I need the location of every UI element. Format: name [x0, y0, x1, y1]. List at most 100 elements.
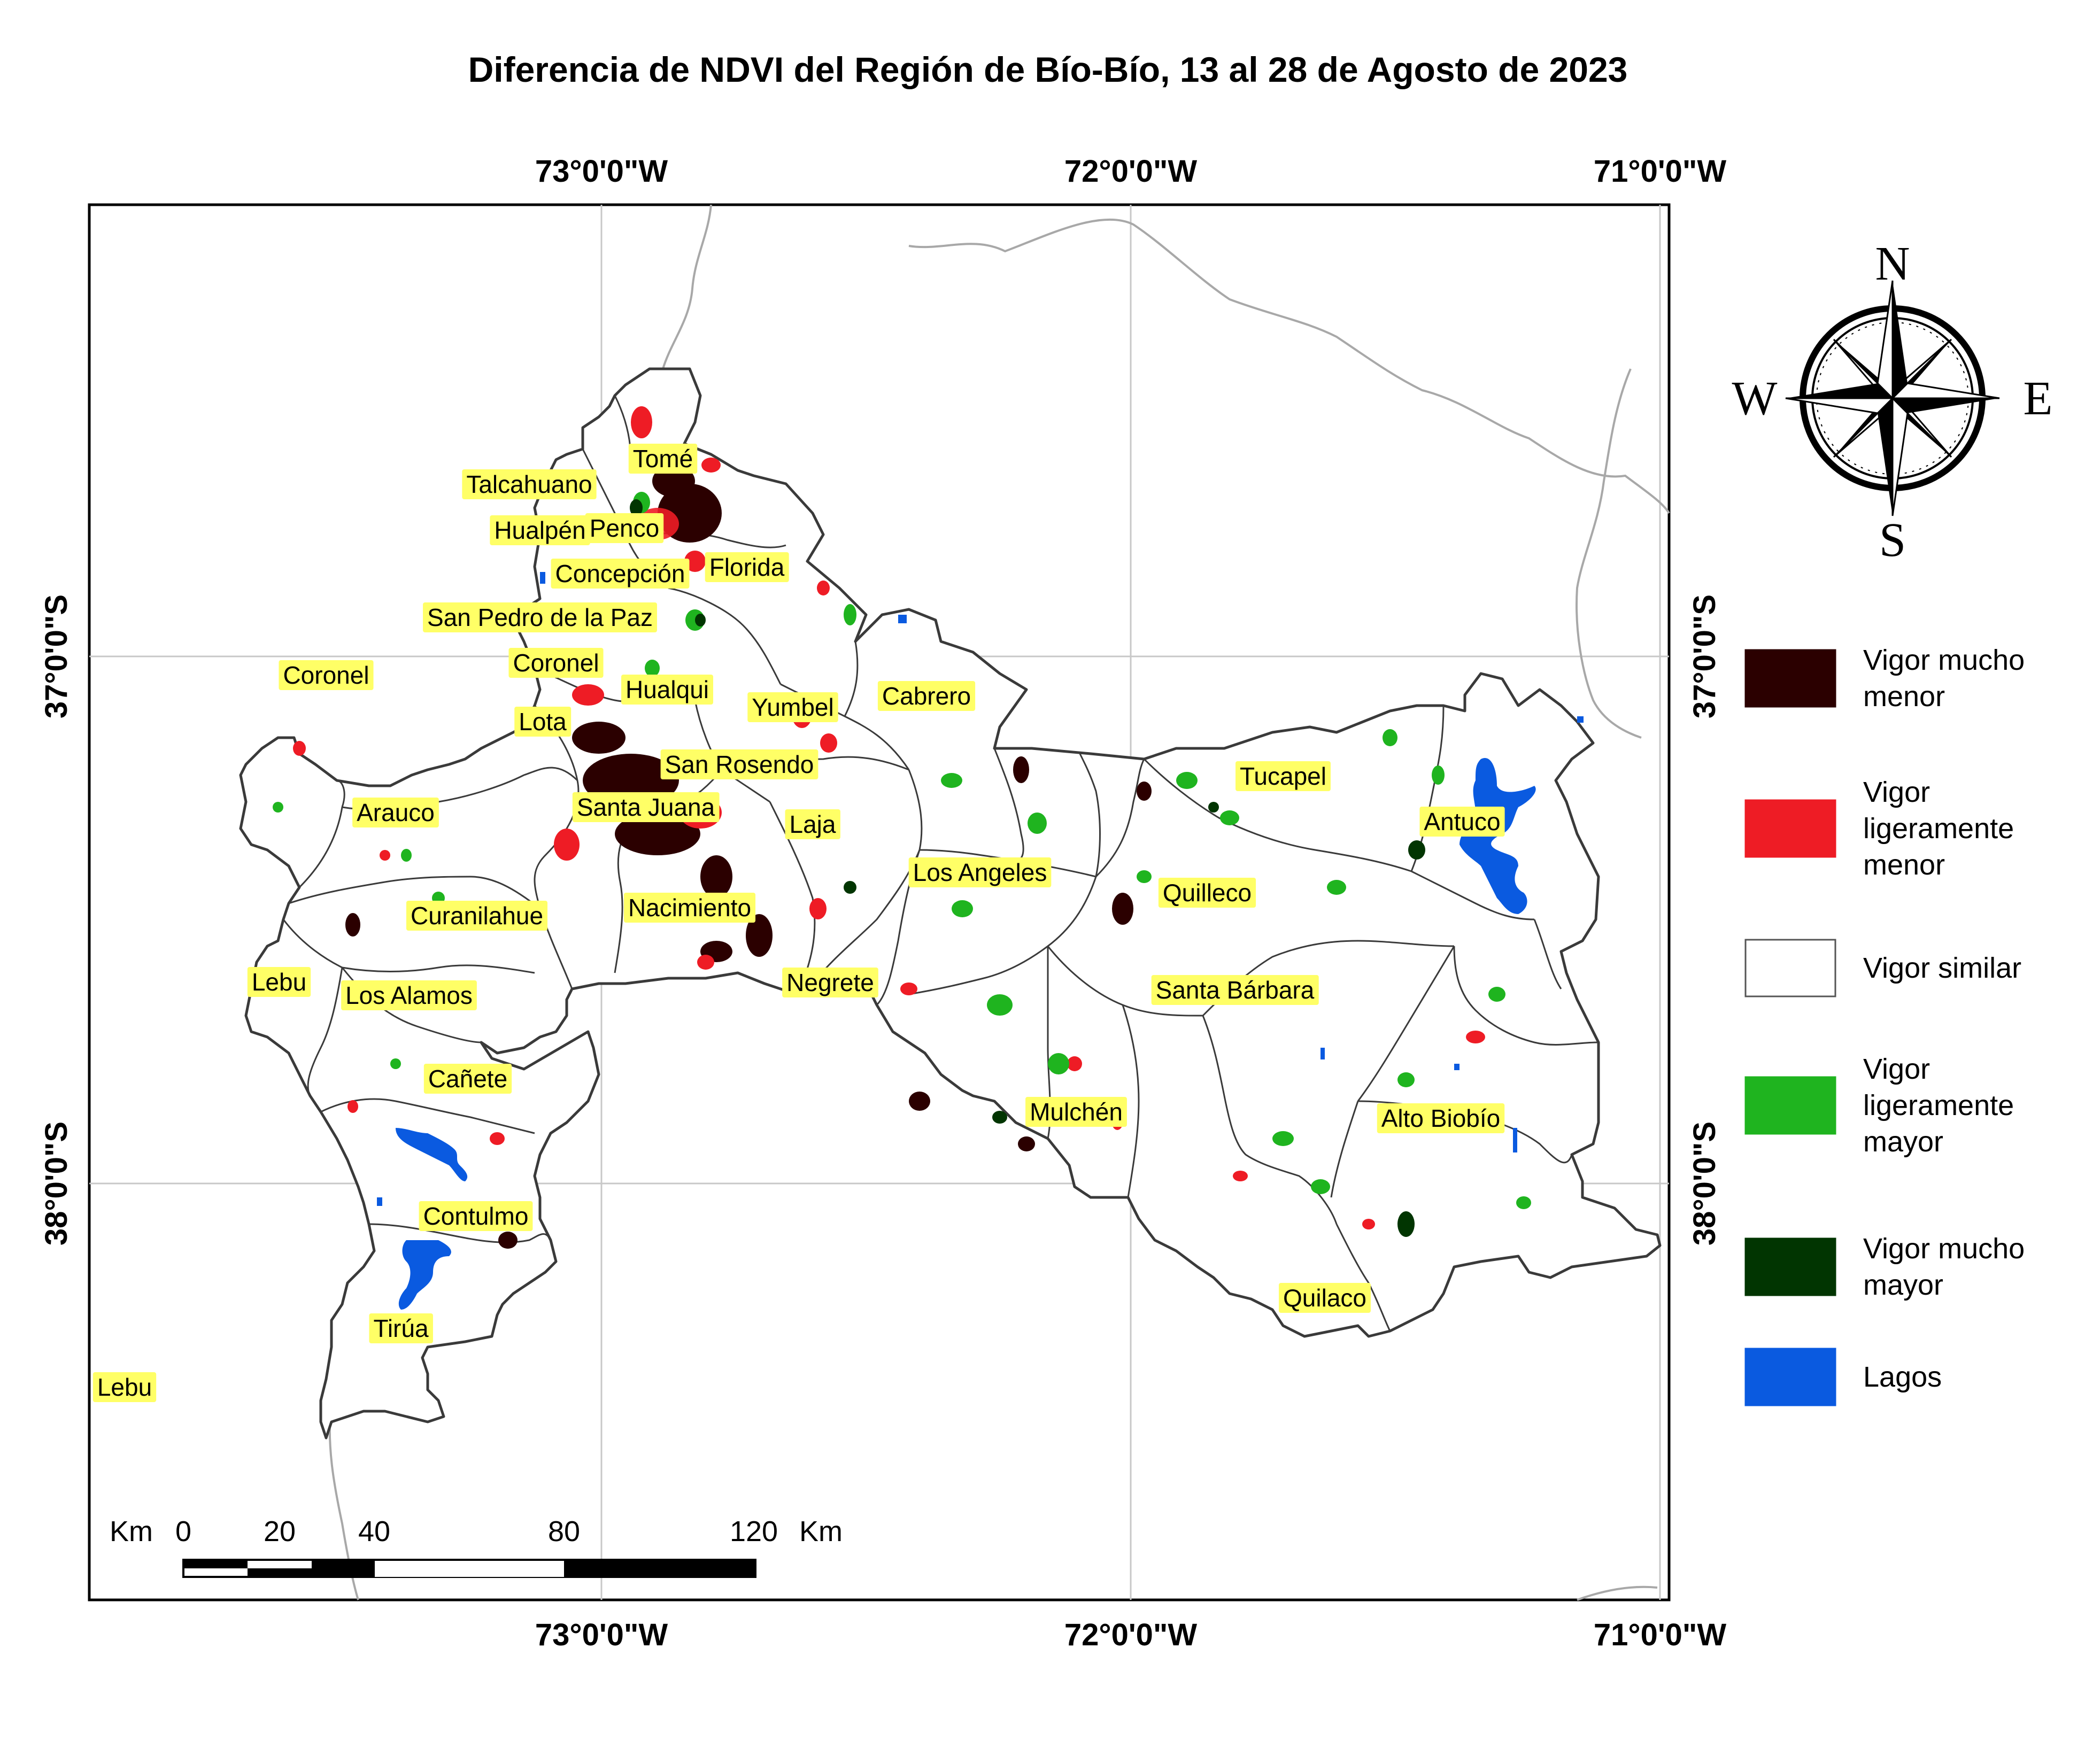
- place-name: Santa Bárbara: [1156, 976, 1315, 1004]
- place-name: Hualqui: [626, 676, 709, 703]
- legend-label: Vigor mucho: [1863, 1233, 2025, 1265]
- place-name: Florida: [709, 553, 785, 581]
- place-label-bg: [877, 681, 976, 711]
- place-label: Quilaco: [1279, 1283, 1371, 1313]
- place-label: Tomé: [628, 444, 698, 474]
- lon-label-71-top: 71°0'0"W: [1594, 154, 1727, 189]
- place-name: Penco: [590, 514, 659, 542]
- place-label: San Pedro de la Paz: [423, 602, 657, 632]
- place-name: Quilleco: [1163, 879, 1252, 907]
- place-label-bg: [660, 749, 818, 779]
- place-label-bg: [621, 675, 713, 705]
- lon-label-71-bottom: 71°0'0"W: [1594, 1618, 1727, 1652]
- legend-swatch: [1744, 1076, 1836, 1135]
- legend-label: Vigor: [1863, 1053, 1930, 1085]
- place-label: Cabrero: [877, 681, 976, 711]
- legend-label: mayor: [1863, 1269, 1943, 1301]
- place-name: Negrete: [786, 969, 874, 996]
- scalebar-unit-left: Km: [110, 1515, 153, 1548]
- top-longitude-labels: 73°0'0"W 72°0'0"W 71°0'0"W: [535, 154, 1727, 189]
- bottom-longitude-labels: 73°0'0"W 72°0'0"W 71°0'0"W: [535, 1618, 1727, 1652]
- place-label-bg: [1279, 1283, 1371, 1313]
- lat-label-37-left: 37°0'0"S: [39, 594, 74, 718]
- place-labels: Tomé Talcahuano Hualpén Penco Concepción Flor…: [92, 444, 1505, 1402]
- place-name: Santa Juana: [577, 793, 715, 821]
- place-label: Mulchén: [1025, 1097, 1127, 1127]
- place-label-bg: [1151, 975, 1319, 1005]
- north-region-line: [908, 218, 1670, 514]
- place-label: Lebu: [247, 967, 311, 997]
- ndvi-clusters: [273, 406, 1531, 1249]
- place-label-bg: [572, 792, 720, 822]
- place-name: Cabrero: [882, 682, 971, 710]
- place-label-bg: [490, 515, 590, 545]
- place-label-bg: [1377, 1103, 1505, 1133]
- place-label: Los Alamos: [341, 980, 477, 1010]
- place-label-bg: [423, 1064, 512, 1094]
- place-label-bg: [352, 798, 439, 827]
- place-label: Tirúa: [369, 1313, 433, 1343]
- legend-label: Vigor similar: [1863, 952, 2021, 984]
- lake-lleulleu: [398, 1240, 451, 1310]
- scalebar-tick-40: 40: [358, 1515, 390, 1548]
- north-arrow-icon: N S E W: [1732, 237, 2053, 567]
- legend-label: Vigor: [1863, 776, 1930, 808]
- place-name: Arauco: [357, 799, 435, 826]
- legend-swatch: [1744, 939, 1836, 997]
- place-name: Antuco: [1424, 808, 1500, 835]
- coast-north: [662, 204, 712, 369]
- place-label-bg: [406, 901, 548, 931]
- place-name: Los Alamos: [345, 981, 473, 1009]
- legend-swatch: [1744, 649, 1836, 708]
- lat-label-37-right: 37°0'0"S: [1687, 594, 1722, 718]
- scalebar-tick-80: 80: [548, 1515, 580, 1548]
- place-label-bg: [279, 660, 374, 690]
- place-label: Santa Juana: [572, 792, 720, 822]
- place-name: Coronel: [513, 649, 599, 677]
- place-label-bg: [462, 469, 597, 499]
- place-name: Hualpén: [494, 516, 585, 544]
- legend-label: Lagos: [1863, 1361, 1942, 1393]
- legend-item: Vigor similar: [1744, 939, 2021, 997]
- legend-item: Lagos: [1744, 1348, 1942, 1406]
- place-name: Lota: [519, 708, 567, 736]
- place-name: Quilaco: [1283, 1284, 1366, 1312]
- place-label: Negrete: [782, 968, 878, 997]
- place-name: San Rosendo: [665, 751, 814, 778]
- place-name: Tomé: [633, 445, 693, 473]
- compass-w: W: [1732, 372, 1778, 425]
- right-latitude-labels: 37°0'0"S 38°0'0"S: [1687, 594, 1722, 1245]
- legend-label: Vigor mucho: [1863, 644, 2025, 676]
- place-label: Alto Biobío: [1377, 1103, 1505, 1133]
- place-name: Yumbel: [752, 693, 833, 721]
- place-name: Lebu: [97, 1373, 152, 1401]
- legend-item: Vigor mucho mayor: [1744, 1233, 2025, 1301]
- legend-item: Vigor mucho menor: [1744, 644, 2025, 713]
- legend-label: ligeramente: [1863, 1089, 2014, 1121]
- place-label-bg: [508, 648, 604, 678]
- coast-south: [328, 1400, 359, 1600]
- place-label: Lota: [514, 707, 572, 737]
- cluster-vigor-mucho-mayor: [630, 499, 1425, 1237]
- legend-swatch: [1744, 1348, 1836, 1406]
- legend-label: menor: [1863, 849, 1945, 881]
- place-label-bg: [585, 513, 664, 543]
- place-label: Antuco: [1419, 807, 1505, 837]
- place-label: Arauco: [352, 798, 439, 827]
- place-label-bg: [747, 692, 838, 722]
- place-label-bg: [785, 809, 840, 839]
- place-name: Curanilahue: [411, 902, 543, 930]
- lon-label-72-bottom: 72°0'0"W: [1064, 1618, 1198, 1652]
- place-label-bg: [705, 552, 789, 582]
- compass-e: E: [2024, 372, 2053, 425]
- place-label: Curanilahue: [406, 901, 548, 931]
- place-name: Cañete: [428, 1065, 507, 1093]
- scalebar-unit-right: Km: [799, 1515, 843, 1548]
- place-label: Laja: [785, 809, 840, 839]
- legend-swatch: [1744, 1237, 1836, 1296]
- legend-label: menor: [1863, 680, 1945, 713]
- place-name: Tucapel: [1240, 762, 1326, 790]
- place-label-bg: [623, 893, 756, 923]
- scalebar: Km Km 0 20 40 80 120: [110, 1515, 843, 1578]
